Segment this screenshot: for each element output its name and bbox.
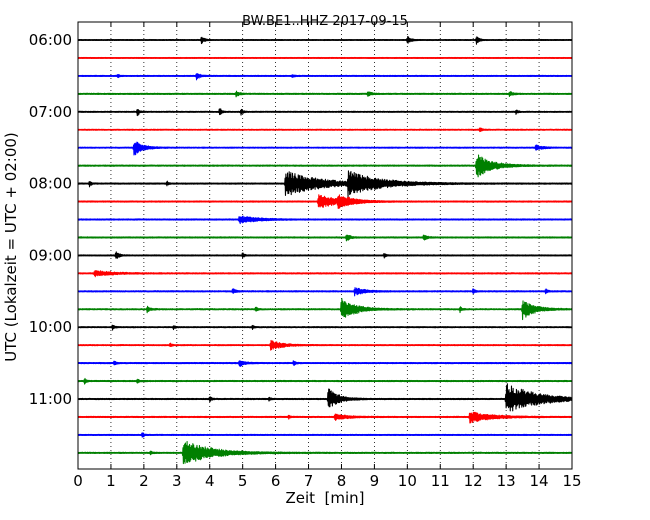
y-tick-label: 07:00	[29, 103, 72, 121]
x-tick-label: 0	[73, 472, 83, 490]
x-axis-ticks: 0 1 2 3 4 5 6 7 8 9 10 11 12 13 14 15	[73, 22, 582, 490]
x-tick-label: 4	[205, 472, 215, 490]
y-axis-ticks: 06:00 07:00 08:00 09:00 10:00 11:00	[29, 31, 572, 408]
x-tick-label: 6	[271, 472, 281, 490]
y-tick-label: 08:00	[29, 175, 72, 193]
plot-frame	[77, 21, 573, 470]
x-tick-label: 8	[337, 472, 347, 490]
x-tick-label: 14	[530, 472, 549, 490]
x-tick-label: 7	[304, 472, 314, 490]
x-tick-label: 3	[172, 472, 182, 490]
x-axis-label: Zeit [min]	[285, 489, 364, 507]
trace-group	[77, 35, 573, 465]
x-tick-label: 11	[431, 472, 450, 490]
x-tick-label: 13	[497, 472, 516, 490]
seismic-trace	[77, 383, 573, 412]
x-tick-label: 5	[238, 472, 248, 490]
x-tick-label: 15	[562, 472, 581, 490]
x-tick-label: 2	[139, 472, 149, 490]
grid-lines	[110, 22, 540, 469]
x-tick-label: 10	[398, 472, 417, 490]
y-tick-label: 10:00	[29, 318, 72, 336]
x-tick-label: 12	[464, 472, 483, 490]
x-tick-label: 9	[370, 472, 380, 490]
y-tick-label: 09:00	[29, 246, 72, 264]
y-tick-label: 11:00	[29, 390, 72, 408]
y-axis-label: UTC (Lokalzeit = UTC + 02:00)	[2, 132, 20, 362]
seismic-trace	[77, 141, 573, 156]
x-tick-label: 1	[106, 472, 116, 490]
y-tick-label: 06:00	[29, 31, 72, 49]
